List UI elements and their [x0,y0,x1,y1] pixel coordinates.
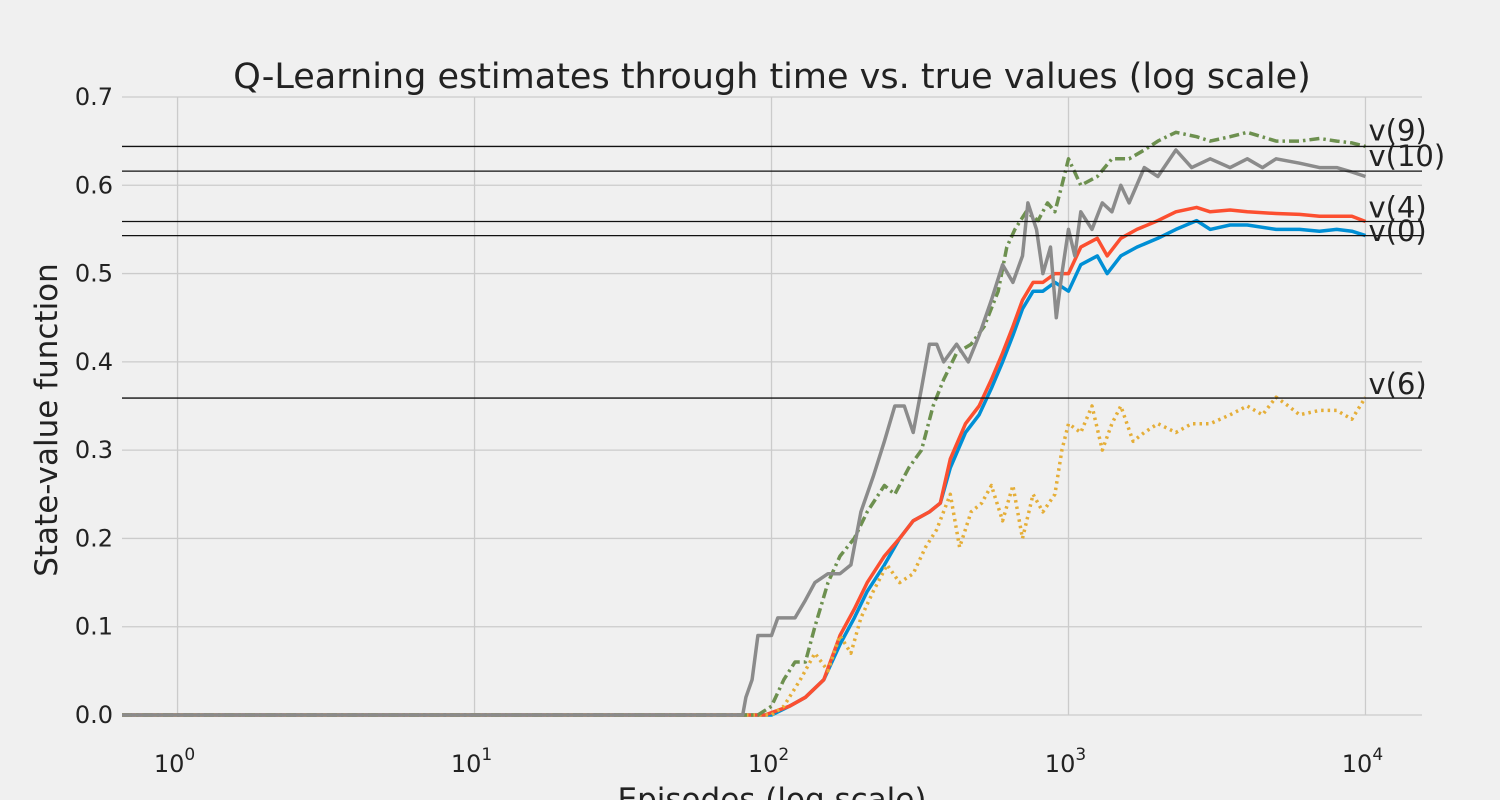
y-tick-label: 0.1 [75,613,113,641]
series-line-3 [122,130,1366,717]
x-tick-base: 10 [1342,750,1373,778]
series-line-4 [122,148,1367,717]
reference-label: v(4) [1368,190,1426,224]
y-tick-label: 0.2 [75,524,113,552]
x-tick-label: 102 [748,745,789,778]
chart-title: Q-Learning estimates through time vs. tr… [233,57,1311,97]
reference-label: v(6) [1368,367,1426,401]
y-tick-label: 0.4 [75,348,113,376]
x-tick-label: 100 [154,745,195,778]
y-tick-label: 0.6 [75,171,113,199]
x-ticks: 100 101 102 103 104 [154,745,1383,778]
y-tick-label: 0.5 [75,260,113,288]
series-line-1 [122,205,1367,717]
x-axis-label: Episodes (log scale) [618,782,927,800]
y-tick-label: 0.7 [75,83,113,111]
reference-label: v(0) [1368,214,1426,248]
x-tick-label: 103 [1045,745,1086,778]
x-tick-label: 101 [451,745,492,778]
x-tick-base: 10 [154,750,185,778]
x-tick-exponent: 4 [1372,745,1383,765]
x-tick-exponent: 0 [184,745,195,765]
x-tick-exponent: 3 [1075,745,1086,765]
series-lines [122,130,1367,717]
reference-label: v(9) [1368,114,1426,148]
reference-label: v(10) [1368,139,1445,173]
series-line-0 [122,218,1367,717]
y-ticks: 0.0 0.1 0.2 0.3 0.4 0.5 0.6 0.7 [75,83,113,729]
reference-lines: v(9)v(10) v(4)v(0) v(6) [122,114,1445,401]
y-tick-label: 0.3 [75,436,113,464]
x-tick-base: 10 [748,750,779,778]
series-line-2 [122,395,1367,717]
x-tick-base: 10 [1045,750,1076,778]
x-tick-base: 10 [451,750,482,778]
y-tick-label: 0.0 [75,701,113,729]
x-tick-label: 104 [1342,745,1383,778]
x-tick-exponent: 2 [778,745,789,765]
x-tick-exponent: 1 [481,745,492,765]
y-axis-label: State-value function [29,263,65,577]
grid [122,96,1422,716]
